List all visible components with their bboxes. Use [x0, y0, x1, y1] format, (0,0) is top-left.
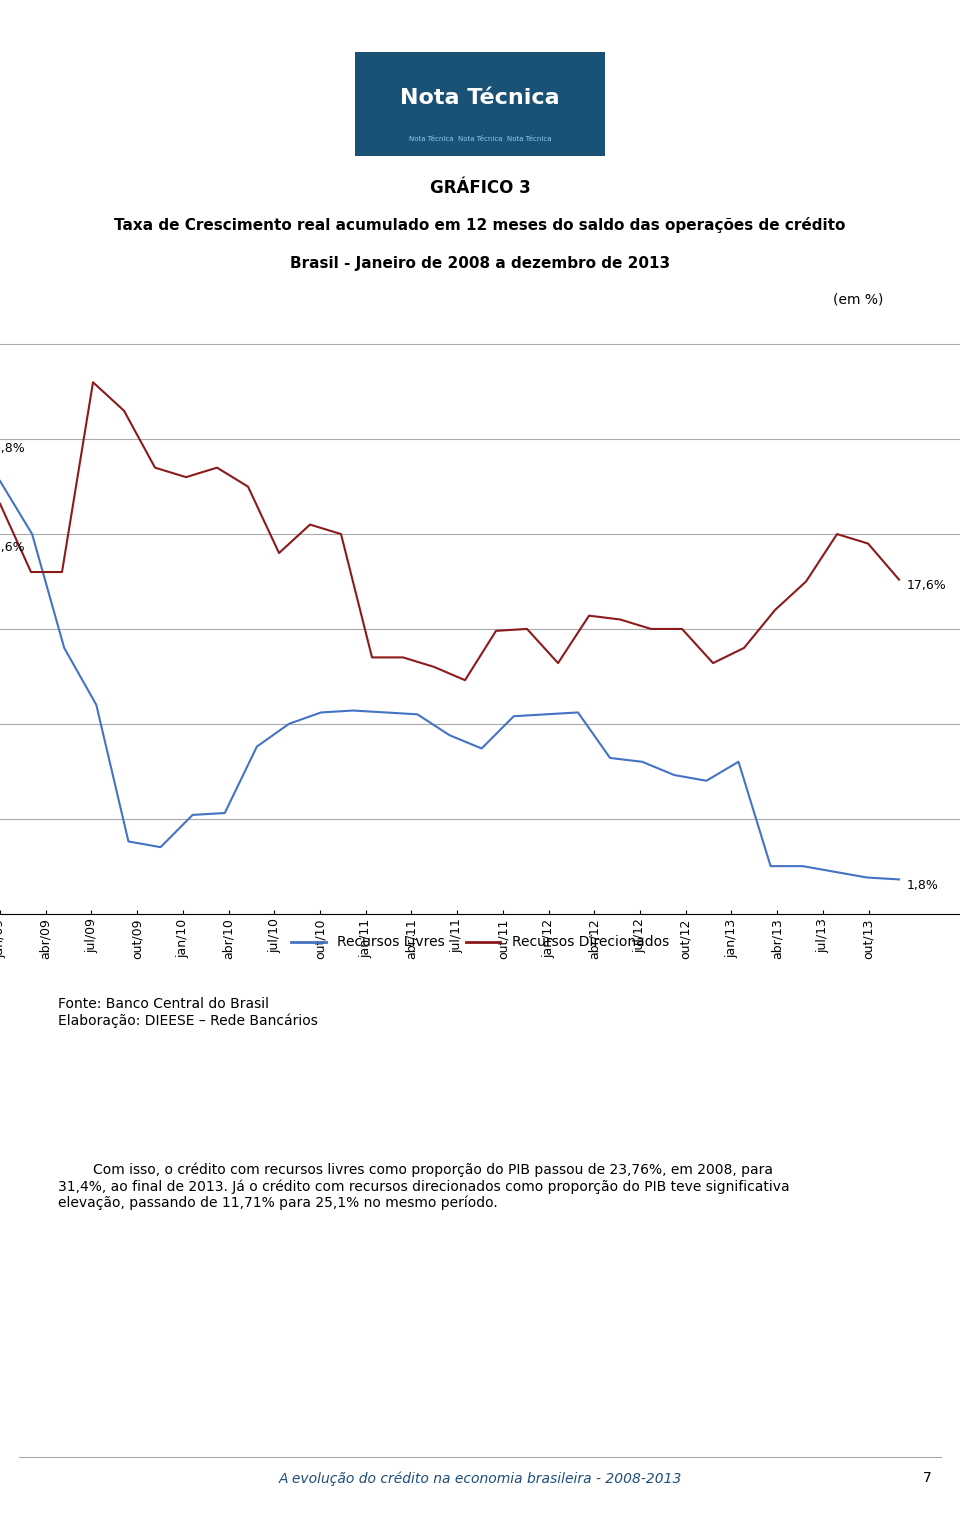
- Text: Nota Técnica: Nota Técnica: [400, 88, 560, 108]
- Text: Nota Técnica  Nota Técnica  Nota Técnica: Nota Técnica Nota Técnica Nota Técnica: [409, 135, 551, 141]
- Text: 21,6%: 21,6%: [0, 541, 24, 554]
- Text: GRÁFICO 3: GRÁFICO 3: [430, 178, 530, 197]
- Text: 7: 7: [923, 1470, 931, 1486]
- Text: 1,8%: 1,8%: [906, 878, 939, 892]
- Text: Com isso, o crédito com recursos livres como proporção do PIB passou de 23,76%, : Com isso, o crédito com recursos livres …: [58, 1163, 789, 1210]
- FancyBboxPatch shape: [355, 52, 605, 155]
- Text: A evolução do crédito na economia brasileira - 2008-2013: A evolução do crédito na economia brasil…: [278, 1470, 682, 1486]
- Text: Taxa de Crescimento real acumulado em 12 meses do saldo das operações de crédito: Taxa de Crescimento real acumulado em 12…: [114, 217, 846, 232]
- Text: (em %): (em %): [833, 292, 883, 306]
- Text: Fonte: Banco Central do Brasil
Elaboração: DIEESE – Rede Bancários: Fonte: Banco Central do Brasil Elaboraçã…: [58, 998, 318, 1029]
- Text: 17,6%: 17,6%: [906, 580, 947, 592]
- Text: Brasil - Janeiro de 2008 a dezembro de 2013: Brasil - Janeiro de 2008 a dezembro de 2…: [290, 255, 670, 271]
- Legend: Recursos Livres, Recursos Direcionados: Recursos Livres, Recursos Direcionados: [286, 930, 674, 955]
- Text: 22,8%: 22,8%: [0, 443, 25, 455]
